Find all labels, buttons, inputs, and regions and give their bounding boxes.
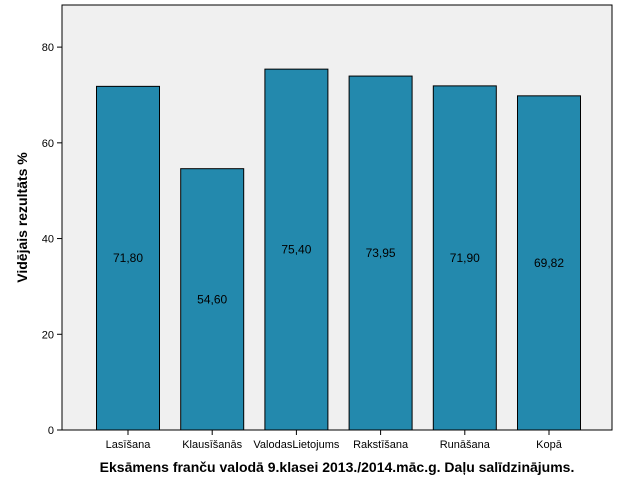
y-axis-title: Vidējais rezultāts %	[14, 152, 30, 283]
bar-data-label: 71,90	[450, 251, 480, 265]
bar	[517, 95, 581, 431]
bar-data-label: 71,80	[113, 251, 143, 265]
x-axis-category-labels: Lasīšana Klausīšanās ValodasLietojums Rakst…	[106, 430, 563, 451]
bar-data-label: 75,40	[281, 243, 311, 257]
y-tick-label: 40	[42, 234, 54, 246]
bars-group: 71,80 54,60 75,40 73,95 71,90 69,82	[96, 68, 581, 431]
y-tick-label: 60	[42, 138, 54, 150]
x-category-label: Lasīšana	[106, 439, 152, 451]
bar	[180, 168, 245, 431]
y-tick-label: 80	[42, 42, 54, 54]
bar	[432, 85, 497, 431]
x-category-label: Rakstīšana	[353, 439, 409, 451]
x-category-label: ValodasLietojums	[253, 439, 340, 451]
y-tick-label: 0	[48, 425, 54, 437]
x-category-label: Klausīšanās	[182, 439, 242, 451]
x-category-label: Kopā	[536, 439, 563, 451]
bar-data-label: 69,82	[534, 256, 564, 270]
bar-data-label: 54,60	[197, 292, 227, 306]
x-category-label: Runāšana	[440, 439, 491, 451]
y-tick-label: 20	[42, 329, 54, 341]
x-axis-title: Eksāmens franču valodā 9.klasei 2013./20…	[100, 459, 575, 475]
bar-data-label: 73,95	[366, 246, 396, 260]
bar	[264, 68, 329, 431]
y-axis-ticks: 0 20 40 60 80	[42, 42, 62, 437]
bar	[348, 75, 413, 431]
